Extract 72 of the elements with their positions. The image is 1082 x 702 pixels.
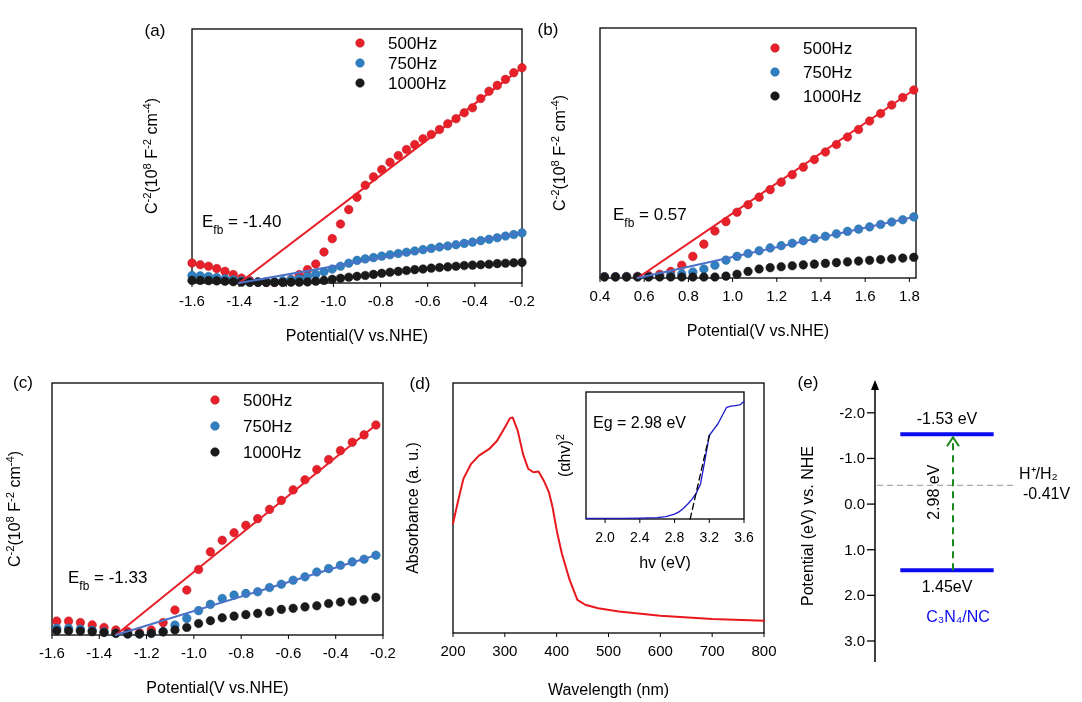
data-label: -1.53 eV <box>916 410 978 428</box>
x-tick-label: 1.8 <box>898 287 920 304</box>
x-tick-label: -1.4 <box>86 644 113 661</box>
legend-label: 500Hz <box>243 391 293 410</box>
x-tick-label: 1.0 <box>722 287 744 304</box>
x-tick-label: 700 <box>699 642 725 659</box>
legend-label: 750Hz <box>803 63 853 82</box>
x-tick-label: -0.8 <box>228 644 255 661</box>
chart-title: (c) <box>13 373 33 392</box>
y-tick-label: 0.0 <box>844 495 865 513</box>
annotation: E$_{fb}$ = -1.40 <box>202 212 282 237</box>
y-tick-label: 3.0 <box>844 632 865 650</box>
x-tick-label: -1.0 <box>320 292 347 309</box>
x-tick-label: 600 <box>647 642 673 659</box>
x-tick-label: -0.2 <box>509 292 535 309</box>
x-tick-label: 3.2 <box>699 529 720 545</box>
x-tick-label: -1.0 <box>180 644 207 661</box>
legend-label: 500Hz <box>803 39 853 58</box>
legend-label: 750Hz <box>243 417 293 436</box>
y-axis-title: Potential (eV) vs. NHE <box>799 445 816 607</box>
x-tick-label: -1.6 <box>39 644 65 661</box>
x-tick-label: -1.6 <box>179 292 205 309</box>
x-tick-label: -1.2 <box>273 292 300 309</box>
x-tick-label: 1.2 <box>766 287 788 304</box>
annotation: 2.98 eV <box>925 464 942 520</box>
x-axis-title: hv (eV) <box>639 554 691 571</box>
ref-line-label: H⁺/H₂ -0.41V <box>1019 465 1071 503</box>
x-tick-label: 0.4 <box>589 287 611 304</box>
x-tick-label: 2.0 <box>595 529 616 545</box>
legend-label: 750Hz <box>388 54 438 73</box>
y-tick-label: -1.0 <box>839 449 865 467</box>
x-tick-label: -0.8 <box>367 292 394 309</box>
x-tick-label: -0.6 <box>414 292 441 309</box>
chart-title: (b) <box>537 20 559 39</box>
x-tick-label: 500 <box>595 642 622 659</box>
chart-title: (a) <box>144 21 166 40</box>
x-axis-title: Wavelength (nm) <box>547 681 670 698</box>
data-label: 1.45eV <box>921 578 973 596</box>
y-tick-label: 1.0 <box>844 540 865 558</box>
x-tick-label: 2.4 <box>630 529 650 545</box>
x-tick-label: 3.6 <box>734 529 754 545</box>
x-tick-label: 0.6 <box>633 287 655 304</box>
x-tick-label: 0.8 <box>677 287 699 304</box>
y-axis-title: Absorbance (a. u.) <box>404 442 421 574</box>
legend-label: 500Hz <box>388 34 438 53</box>
x-tick-label: -1.4 <box>226 292 253 309</box>
x-tick-label: -0.6 <box>275 644 302 661</box>
x-tick-label: 1.6 <box>854 287 876 304</box>
x-tick-label: -1.2 <box>133 644 160 661</box>
x-axis-title: Potential(V vs.NHE) <box>285 327 429 344</box>
annotation: E$_{fb}$ = 0.57 <box>613 205 687 230</box>
x-tick-label: 200 <box>440 642 466 659</box>
legend-label: 1000Hz <box>388 74 447 93</box>
legend-label: 1000Hz <box>243 443 302 462</box>
x-tick-label: -0.4 <box>461 292 488 309</box>
x-tick-label: -0.2 <box>370 644 396 661</box>
y-tick-label: -2.0 <box>839 403 865 421</box>
legend-label: 1000Hz <box>803 87 862 106</box>
annotation: Eg = 2.98 eV <box>593 414 687 431</box>
x-tick-label: -0.4 <box>322 644 349 661</box>
x-tick-label: 400 <box>544 642 570 659</box>
x-axis-title: Potential(V vs.NHE) <box>686 322 830 339</box>
x-axis-title: Potential(V vs.NHE) <box>146 679 289 696</box>
chart-title: (d) <box>409 374 431 393</box>
chart-title: (e) <box>797 373 819 392</box>
x-tick-label: 300 <box>492 642 518 659</box>
y-tick-label: 2.0 <box>844 586 865 604</box>
annotation: E$_{fb}$ = -1.33 <box>68 568 148 593</box>
x-tick-label: 2.8 <box>664 529 685 545</box>
x-tick-label: 1.4 <box>810 287 832 304</box>
annotation: C₃N₄/NC <box>926 608 990 626</box>
x-tick-label: 800 <box>751 642 777 659</box>
